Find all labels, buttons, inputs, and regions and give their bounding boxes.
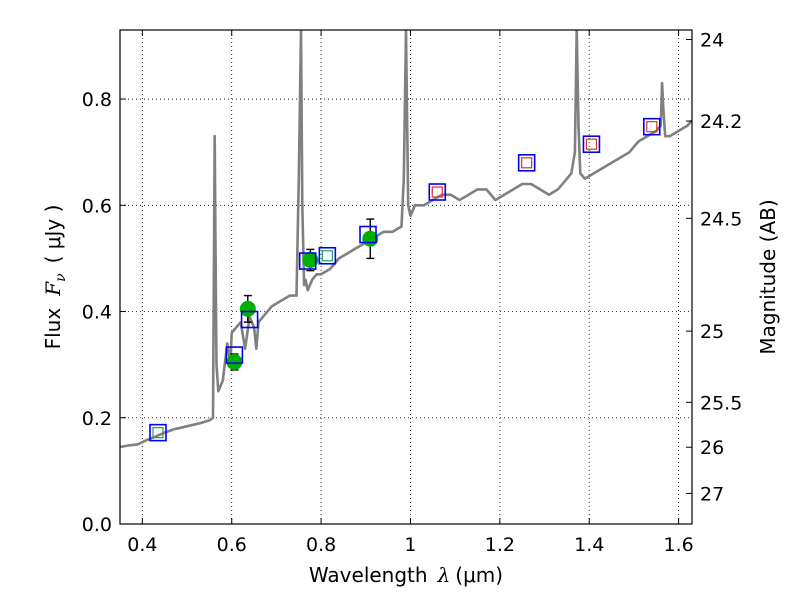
band-marker [321, 250, 333, 262]
markers-layer [149, 117, 661, 442]
plot-frame [119, 29, 693, 525]
band-marker [431, 186, 443, 198]
x-tick-label: 1 [404, 534, 416, 556]
x-tick-label: 0.6 [217, 534, 247, 556]
x-tick-label: 1.6 [663, 534, 693, 556]
spectrum-line [120, 30, 692, 449]
y-axis-label-unit: ( μJy ) [41, 205, 65, 264]
photometry-square [225, 346, 244, 364]
photometry-square [359, 225, 377, 244]
right-tick-label: 27 [700, 483, 724, 505]
y-tick-label: 0.0 [82, 514, 112, 536]
photometry-square [318, 246, 337, 265]
flux-point [226, 353, 243, 370]
y-tick-label: 0.6 [82, 195, 112, 217]
right-tick-label: 24.5 [700, 208, 742, 230]
band-marker [152, 427, 164, 439]
right-axis-label: Magnitude (AB) [756, 199, 780, 354]
photometry-square [517, 153, 536, 172]
x-tick-label: 1.2 [485, 534, 515, 556]
flux-point [302, 252, 319, 269]
x-axis-label-unit: (μm) [455, 563, 503, 587]
ticks-layer: 0.4 0.6 0.8 1 1.2 1.4 1.6 0.0 0.2 0.4 0.6 0.8 24 24.2… [82, 30, 743, 556]
flux-point [239, 300, 256, 317]
x-tick-label: 1.4 [574, 534, 604, 556]
x-tick-label: 0.4 [127, 534, 157, 556]
right-tick-label: 25.5 [700, 392, 742, 414]
photometry-square [642, 117, 661, 136]
photometry-square [428, 183, 447, 201]
x-axis-label-prefix: Wavelength [309, 563, 428, 587]
photometry-square [582, 135, 601, 154]
photometry-square [298, 252, 317, 270]
spectrum-layer [120, 30, 692, 449]
y-axis-label-prefix: Flux [41, 308, 65, 350]
right-tick-label: 26 [700, 437, 724, 459]
band-marker [646, 121, 658, 133]
y-tick-label: 0.8 [82, 89, 112, 111]
y-axis-label-symbol: F [41, 281, 65, 297]
band-marker [585, 138, 598, 150]
right-tick-label: 24 [700, 30, 724, 52]
y-tick-label: 0.2 [82, 408, 112, 430]
right-tick-label: 24.2 [700, 111, 742, 133]
x-axis-label: Wavelength λ (μm) [309, 563, 503, 587]
photometry-square [240, 310, 259, 329]
y-axis-label-subscript: ν [53, 273, 69, 282]
y-axis-label: Flux Fν ( μJy ) [41, 205, 69, 350]
x-tick-label: 0.8 [306, 534, 336, 556]
x-axis-label-symbol: λ [437, 563, 451, 587]
right-tick-label: 25 [700, 321, 724, 343]
y-tick-label: 0.4 [82, 302, 112, 324]
photometry-square [149, 423, 167, 442]
band-marker [521, 157, 533, 169]
